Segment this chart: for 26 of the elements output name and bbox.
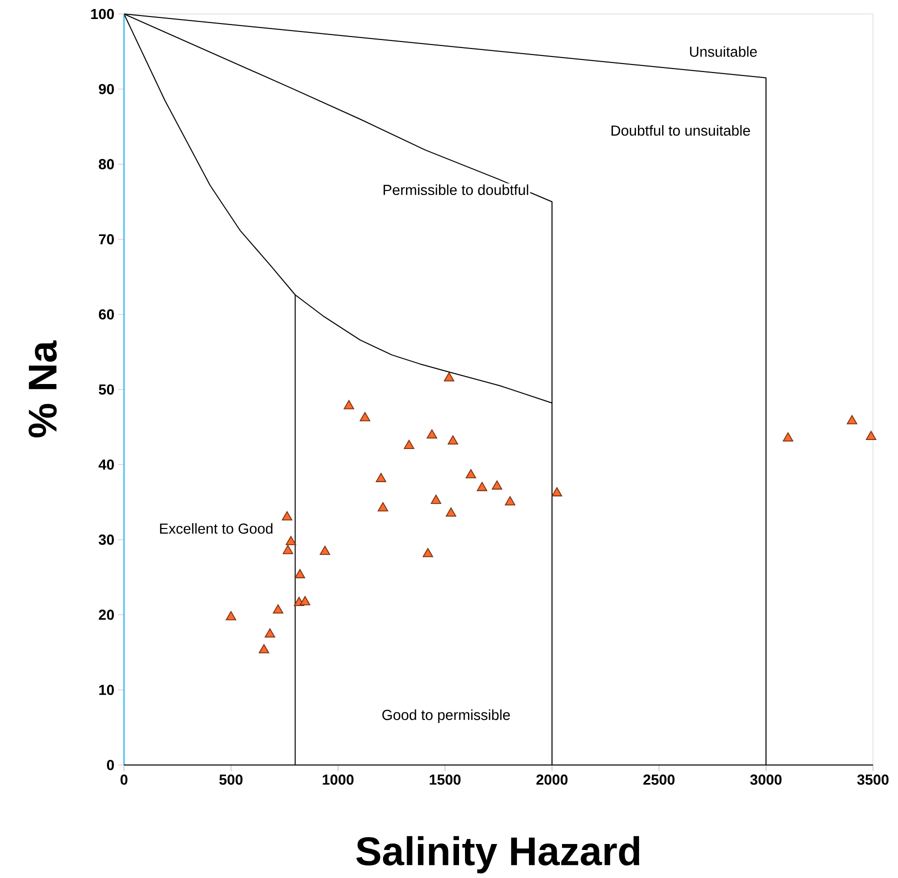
annotation: Excellent to Good [160, 523, 272, 534]
x-tick-label: 500 [219, 774, 242, 785]
y-tick-label: 90 [98, 84, 114, 94]
annotation: Doubtful to unsuitable [612, 125, 750, 136]
x-tick-label: 0 [120, 774, 128, 785]
y-tick-label: 70 [98, 234, 114, 244]
y-tick-label: 60 [98, 309, 114, 320]
y-tick-label: 40 [98, 459, 114, 470]
x-tick-label: 2000 [536, 774, 568, 785]
y-tick-label: 10 [99, 684, 114, 696]
y-tick-label: 100 [91, 8, 114, 20]
x-tick-label: 1500 [430, 774, 461, 785]
x-tick-label: 3000 [750, 774, 782, 785]
y-tick-label: 0 [106, 760, 114, 770]
y-tick-label: 80 [98, 159, 114, 170]
x-tick-label: 1000 [322, 774, 354, 785]
x-tick-label: 2500 [643, 774, 675, 785]
x-axis-title: Salinity Hazard [356, 836, 640, 874]
y-tick-label: 50 [98, 384, 114, 395]
annotation: Permissible to doubtful [384, 184, 528, 196]
y-tick-label: 30 [98, 534, 114, 545]
y-tick-label: 20 [98, 610, 114, 620]
annotation: Unsuitable [690, 46, 757, 57]
y-axis-title: % Na [28, 340, 57, 438]
x-tick-label: 3500 [857, 774, 889, 785]
annotation: Good to permissible [382, 709, 510, 723]
